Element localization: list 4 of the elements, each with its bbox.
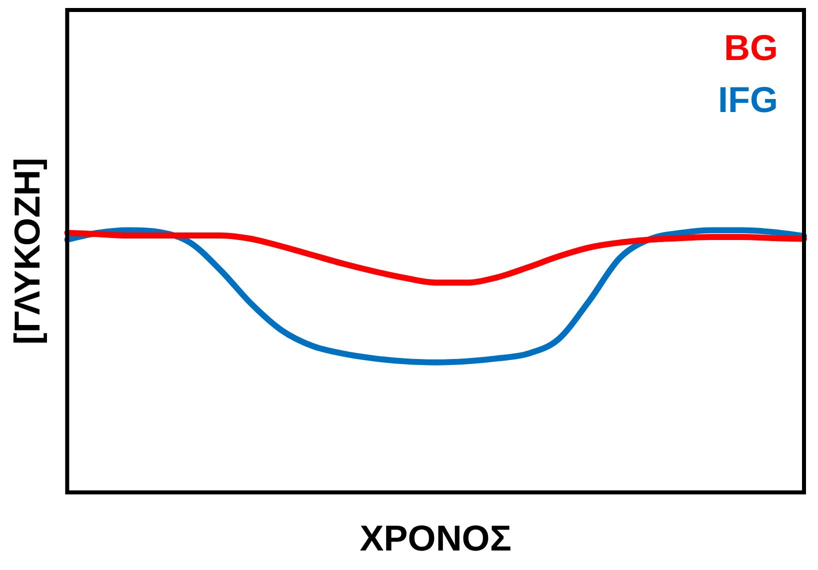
text: IFG bbox=[718, 78, 778, 120]
text: BG bbox=[724, 26, 778, 68]
y-axis-title: [ΓΛΥΚΟΖΗ] bbox=[6, 158, 48, 345]
x-axis-title: ΧΡΟΝΟΣ bbox=[360, 517, 512, 558]
